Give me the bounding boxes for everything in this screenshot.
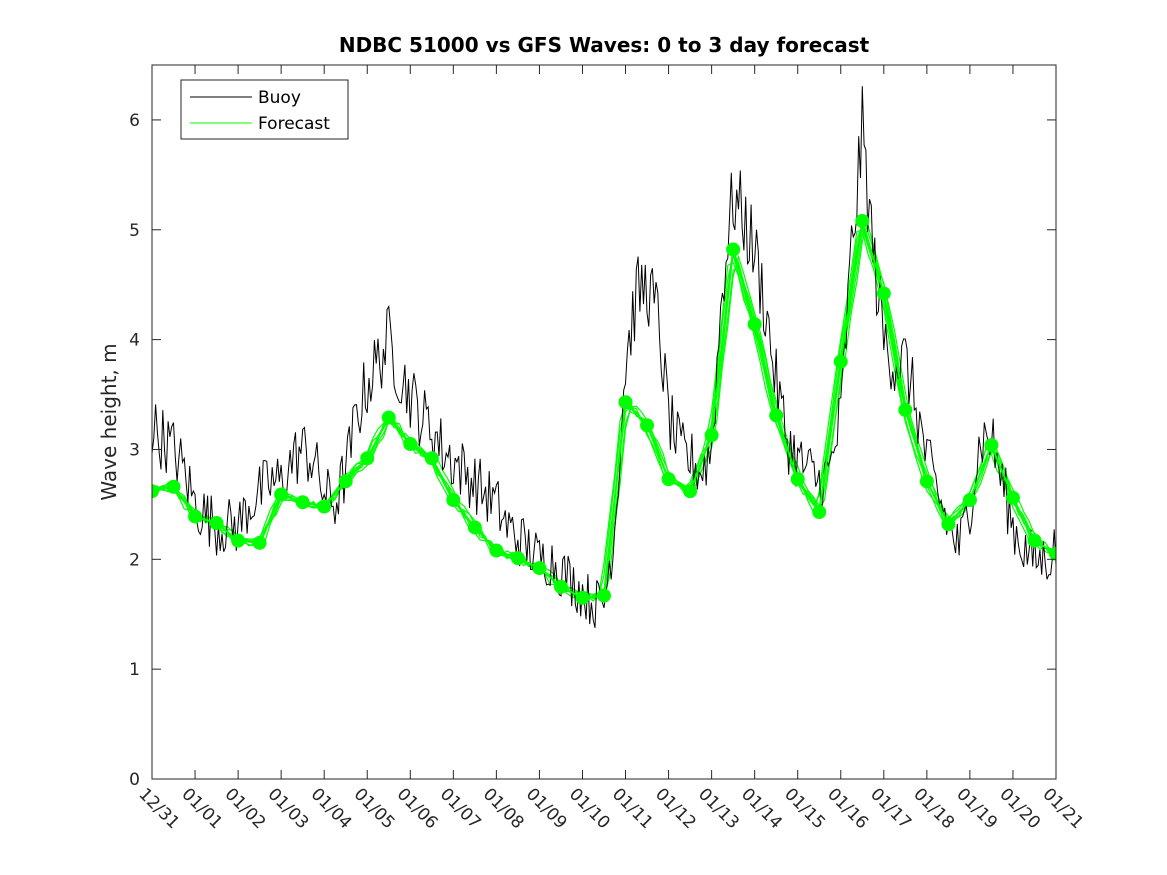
forecast-point (381, 410, 396, 425)
forecast-point (317, 499, 332, 514)
forecast-point (769, 408, 784, 423)
series-layer (152, 86, 1056, 628)
forecast-point (403, 436, 418, 451)
forecast-point (919, 474, 934, 489)
forecast-point (661, 472, 676, 487)
forecast-point (295, 495, 310, 510)
forecast-point (597, 588, 611, 603)
forecast-point (747, 317, 762, 332)
buoy-line (152, 86, 1056, 628)
forecast-point (984, 438, 999, 453)
forecast-point (962, 492, 977, 507)
forecast-point (553, 579, 568, 594)
forecast-point (252, 535, 267, 550)
forecast-point (446, 492, 461, 507)
y-tick-label: 5 (129, 221, 140, 241)
forecast-point (489, 543, 504, 558)
forecast-point (898, 402, 913, 417)
y-axis-label: Wave height, m (97, 343, 121, 500)
forecast-point (941, 517, 956, 532)
y-tick-label: 6 (129, 111, 140, 131)
forecast-point (424, 451, 439, 466)
forecast-point (152, 484, 159, 499)
forecast-point (704, 428, 719, 443)
forecast-point (876, 286, 891, 301)
forecast-point (640, 418, 655, 433)
forecast-point (274, 487, 289, 502)
forecast-point (1027, 533, 1042, 548)
forecast-point (575, 590, 590, 605)
y-tick-label: 3 (129, 440, 140, 460)
forecast-point (532, 561, 547, 576)
forecast-point (209, 516, 224, 531)
forecast-point (231, 533, 246, 548)
forecast-point (188, 509, 203, 524)
forecast-point (790, 472, 805, 487)
plot-area-frame (151, 64, 1057, 780)
forecast-point (833, 354, 848, 369)
forecast-point (510, 551, 525, 566)
forecast-point (1049, 546, 1056, 561)
forecast-point (683, 484, 698, 499)
legend: Buoy Forecast (180, 79, 349, 140)
forecast-point (618, 395, 633, 410)
y-tick-label: 4 (129, 331, 140, 351)
forecast-point (166, 479, 181, 494)
legend-buoy-label: Buoy (258, 88, 301, 108)
y-tick-label: 0 (129, 770, 140, 790)
forecast-point (812, 505, 827, 520)
forecast-point (726, 242, 741, 257)
y-tick-label: 2 (129, 550, 140, 570)
chart-title: NDBC 51000 vs GFS Waves: 0 to 3 day fore… (339, 33, 870, 57)
forecast-point (360, 451, 375, 466)
legend-forecast-label: Forecast (258, 114, 330, 134)
forecast-point (1005, 490, 1020, 505)
legend-box (180, 79, 349, 140)
y-tick-label: 1 (129, 660, 140, 680)
forecast-point (467, 520, 482, 535)
forecast-point (855, 213, 870, 228)
forecast-point (338, 474, 353, 489)
